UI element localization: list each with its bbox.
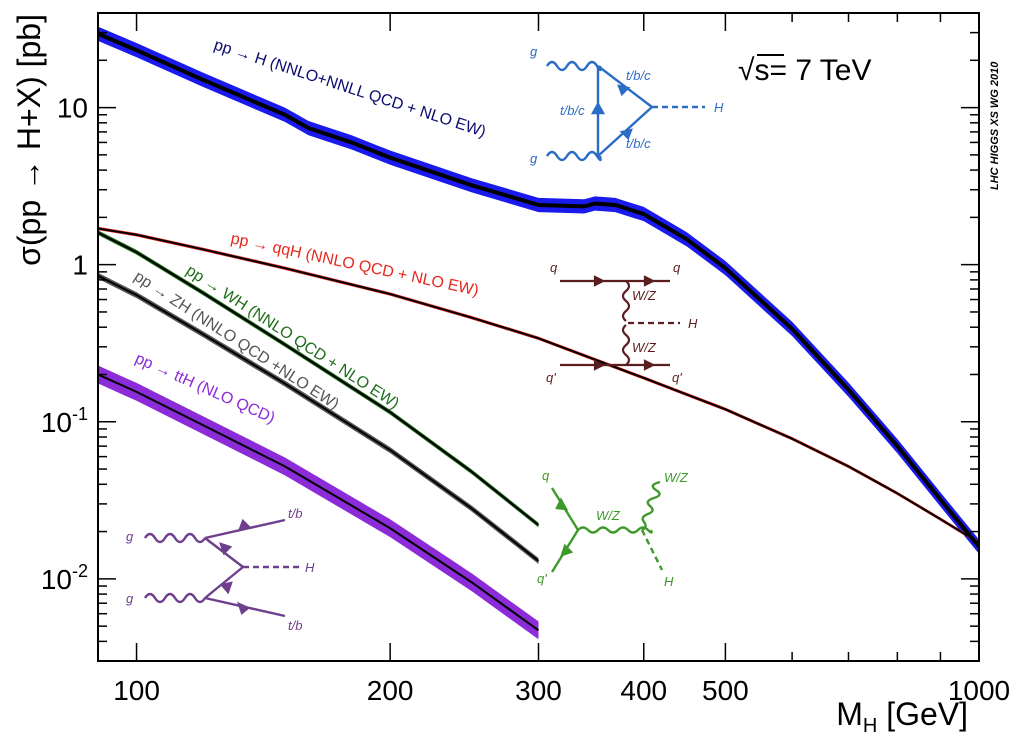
tth-diagram bbox=[143, 518, 300, 618]
svg-text:W/Z: W/Z bbox=[664, 470, 689, 485]
collaboration-tag: LHC HIGGS XS WG 2010 bbox=[989, 61, 1001, 190]
series-lines bbox=[98, 31, 979, 632]
svg-text:q': q' bbox=[537, 571, 547, 586]
svg-text:W/Z: W/Z bbox=[632, 288, 657, 303]
y-axis-title: σ(pp → H+X) [pb] bbox=[11, 14, 47, 266]
svg-text:q: q bbox=[542, 468, 550, 483]
x-tick-label: 100 bbox=[113, 675, 160, 706]
gg-fusion-diagram-labels: g g t/b/c t/b/c t/b/c H bbox=[530, 44, 724, 166]
boson-outgoing bbox=[641, 480, 661, 532]
gluon-line-top bbox=[545, 60, 602, 72]
svg-text:H: H bbox=[305, 560, 315, 575]
y-tick-label: 10 bbox=[57, 93, 88, 124]
x-axis-title: MH [GeV] bbox=[836, 696, 968, 734]
series-line bbox=[98, 227, 979, 544]
series-labels: pp → H (NNLO+NNLL QCD + NLO EW)pp → qqH … bbox=[131, 37, 488, 427]
arrow-marker bbox=[590, 101, 606, 115]
arrow-marker bbox=[643, 275, 656, 287]
vh-diagram-labels: q q' W/Z W/Z H bbox=[537, 468, 689, 589]
svg-text:t/b: t/b bbox=[288, 506, 302, 521]
tth-diagram-labels: g g t/b H t/b bbox=[126, 506, 315, 633]
series-band bbox=[98, 365, 539, 640]
arrow-marker bbox=[238, 518, 252, 531]
arrow-marker bbox=[219, 581, 233, 595]
y-tick-label: 10-1 bbox=[41, 404, 88, 438]
svg-text:g: g bbox=[530, 44, 538, 59]
svg-text:g: g bbox=[530, 151, 538, 166]
svg-text:t/b/c: t/b/c bbox=[560, 103, 585, 118]
svg-text:t/b: t/b bbox=[288, 618, 302, 633]
x-tick-label: 1000 bbox=[948, 675, 1010, 706]
series-line bbox=[98, 31, 979, 549]
gluon-line-bottom bbox=[545, 150, 602, 162]
x-tick-label: 500 bbox=[702, 675, 749, 706]
svg-text:W/Z: W/Z bbox=[596, 508, 621, 523]
svg-text:t/b/c: t/b/c bbox=[626, 68, 651, 83]
gg-fusion-diagram bbox=[545, 60, 705, 162]
svg-text:g: g bbox=[126, 591, 134, 606]
arrow-marker bbox=[617, 84, 631, 97]
series-band bbox=[98, 26, 979, 554]
y-tick-label: 1 bbox=[72, 250, 88, 281]
arrow-marker bbox=[643, 359, 656, 371]
arrow-marker bbox=[237, 601, 251, 616]
x-tick-label: 300 bbox=[515, 675, 562, 706]
svg-text:g: g bbox=[126, 529, 134, 544]
svg-text:q': q' bbox=[546, 370, 556, 385]
series-label: pp → H (NNLO+NNLL QCD + NLO EW) bbox=[212, 37, 488, 141]
series-line bbox=[98, 274, 540, 562]
arrow-marker bbox=[219, 542, 233, 556]
series-line bbox=[98, 231, 540, 526]
svg-text:t/b/c: t/b/c bbox=[626, 136, 651, 151]
boson-line-top bbox=[621, 280, 631, 322]
boson-propagator bbox=[577, 526, 653, 534]
svg-text:H: H bbox=[714, 100, 724, 115]
series-bands bbox=[98, 26, 979, 640]
svg-text:H: H bbox=[664, 574, 674, 589]
arrow-marker bbox=[560, 543, 574, 557]
arrow-marker bbox=[555, 497, 569, 511]
svg-text:q': q' bbox=[672, 370, 682, 385]
svg-text:q: q bbox=[673, 260, 681, 275]
x-tick-label: 400 bbox=[620, 675, 667, 706]
arrow-marker bbox=[619, 128, 633, 141]
arrow-marker bbox=[593, 359, 606, 371]
y-tick-label: 10-2 bbox=[41, 561, 88, 595]
axis-ticks bbox=[97, 12, 980, 662]
gluon-line-top bbox=[143, 532, 207, 544]
vbf-diagram-labels: q q W/Z H W/Z q' q' bbox=[546, 260, 698, 385]
x-tick-label: 200 bbox=[367, 675, 414, 706]
energy-label: √s= 7 TeV bbox=[738, 54, 872, 87]
boson-line-bottom bbox=[621, 324, 631, 366]
axis-tick-labels: 100 200 300 400 500 1000 10-2 10-1 1 10 bbox=[41, 93, 1010, 706]
series-line bbox=[98, 373, 540, 632]
svg-text:q: q bbox=[550, 260, 558, 275]
svg-text:H: H bbox=[688, 316, 698, 331]
gluon-line-bottom bbox=[143, 592, 207, 604]
svg-text:W/Z: W/Z bbox=[632, 340, 657, 355]
vh-diagram bbox=[550, 480, 664, 573]
arrow-marker bbox=[593, 275, 606, 287]
vbf-diagram bbox=[560, 275, 680, 371]
